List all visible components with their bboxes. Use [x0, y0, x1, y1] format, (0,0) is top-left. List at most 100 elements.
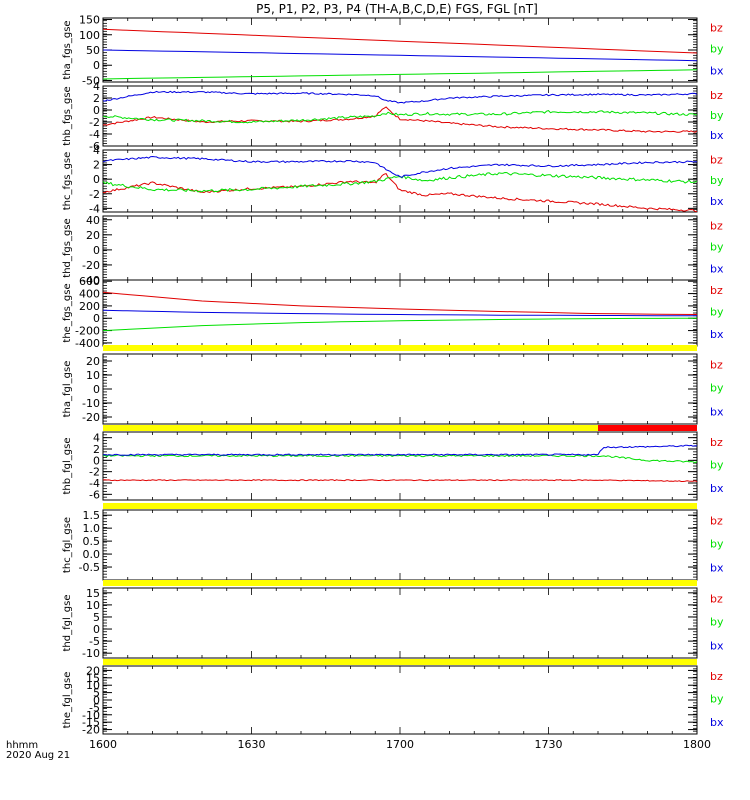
y-tick-label: 20: [86, 664, 100, 677]
y-tick-label: 0: [93, 454, 100, 467]
x-tick-label: 1600: [89, 738, 117, 751]
series-by: [102, 454, 698, 464]
y-tick-label: -6: [89, 140, 100, 153]
status-bar-segment: [103, 345, 697, 351]
legend-bz: bz: [710, 284, 723, 297]
x-tick-label: 1700: [386, 738, 414, 751]
legend-bx: bx: [710, 716, 724, 729]
legend-by: by: [710, 43, 724, 56]
y-axis-label: thb_fgs_gse: [62, 86, 73, 145]
legend-by: by: [710, 241, 724, 254]
x-tick-label: 1730: [535, 738, 563, 751]
y-tick-label: -20: [82, 411, 100, 424]
y-axis-label: thb_fgl_gse: [62, 438, 73, 495]
y-tick-label: -10: [82, 397, 100, 410]
panel-frame: [102, 215, 698, 281]
status-bar-segment: [103, 503, 697, 509]
series-bz: [102, 28, 698, 54]
legend-bz: bz: [710, 593, 723, 606]
series-bx: [102, 309, 698, 317]
x-tick-label: 1630: [238, 738, 266, 751]
y-tick-label: 0.5: [83, 535, 101, 548]
legend-bz: bz: [710, 515, 723, 528]
x-axis-label-hhmm: hhmm: [6, 740, 38, 751]
status-bar-segment: [103, 425, 598, 431]
legend-bx: bx: [710, 195, 724, 208]
y-tick-label: 0: [93, 104, 100, 117]
y-tick-label: -2: [89, 466, 100, 479]
y-tick-label: 15: [86, 672, 100, 685]
y-tick-label: 10: [86, 599, 100, 612]
legend-by: by: [710, 109, 724, 122]
y-tick-label: 40: [86, 214, 100, 227]
panel-thb_fgl_gse: 420-2-4-6 thb_fgl_gse bz by bx: [62, 431, 724, 501]
y-tick-label: 4: [93, 432, 100, 445]
y-axis-label: thd_fgs_gse: [62, 218, 73, 277]
y-tick-label: 10: [86, 369, 100, 382]
status-bars: [103, 345, 697, 665]
y-tick-label: 2: [93, 159, 100, 172]
y-tick-label: 20: [86, 355, 100, 368]
y-tick-label: -50: [82, 74, 100, 87]
y-tick-label: -0.5: [79, 561, 100, 574]
y-tick-label: -5: [89, 701, 100, 714]
legend-bz: bz: [710, 22, 723, 35]
panel-thc_fgs_gse: 4 20 -2-4 thc_fgs_gse bz by bx: [62, 144, 724, 215]
y-tick-label: 0: [93, 244, 100, 257]
y-tick-label: 1.5: [83, 509, 101, 522]
legend-by: by: [710, 459, 724, 472]
panel-frame: [102, 431, 698, 501]
panel-frame: [102, 279, 698, 347]
panel-frame: [102, 587, 698, 659]
y-tick-label: 10: [86, 679, 100, 692]
legend-bx: bx: [710, 328, 724, 341]
legend-bx: bx: [710, 64, 724, 77]
y-axis-label: thd_fgl_gse: [62, 595, 73, 652]
y-tick-label: -2: [89, 116, 100, 129]
y-tick-label: 0: [93, 59, 100, 72]
series-by: [102, 317, 698, 332]
y-tick-label: 50: [86, 44, 100, 57]
y-tick-label: 600: [79, 275, 100, 288]
panel-thb_fgs_gse: 420-2-4-6 thb_fgs_gse bz by bx: [62, 80, 724, 153]
y-axis-label: thc_fgl_gse: [62, 517, 73, 573]
panel-frame: [102, 85, 698, 147]
panel-thd_fgs_gse: 40 20 0 -20 -40 thd_fgs_gse bz by bx: [62, 214, 724, 287]
y-tick-label: 20: [86, 229, 100, 242]
y-tick-label: -4: [89, 477, 100, 490]
y-tick-label: -20: [82, 259, 100, 272]
legend-bx: bx: [710, 482, 724, 495]
y-tick-label: -4: [89, 202, 100, 215]
y-tick-label: -10: [82, 709, 100, 722]
x-axis-label-date: 2020 Aug 21: [6, 750, 70, 761]
y-tick-label: 150: [79, 14, 100, 27]
y-tick-label: 0: [93, 173, 100, 186]
y-tick-label: 0: [93, 312, 100, 325]
legend-bx: bx: [710, 262, 724, 275]
y-tick-label: -40: [82, 274, 100, 287]
y-tick-label: 1.0: [83, 522, 101, 535]
y-tick-label: 4: [93, 80, 100, 93]
y-tick-label: 5: [93, 611, 100, 624]
y-tick-label: -5: [89, 635, 100, 648]
legend-by: by: [710, 538, 724, 551]
series-bx: [102, 90, 698, 104]
series-bz: [102, 291, 698, 315]
y-tick-label: -15: [82, 716, 100, 729]
status-bar-segment: [103, 580, 697, 586]
panel-thc_fgl_gse: 1.51.00.50.0-0.5 thc_fgl_gse bz by bx: [62, 509, 724, 581]
y-tick-label: 0: [93, 383, 100, 396]
series-by: [102, 69, 698, 80]
series-bz: [102, 479, 698, 483]
legend-bz: bz: [710, 670, 723, 683]
plot-title: P5, P1, P2, P3, P4 (TH-A,B,C,D,E) FGS, F…: [256, 2, 538, 16]
legend-by: by: [710, 174, 724, 187]
y-tick-label: 100: [79, 29, 100, 42]
legend-by: by: [710, 382, 724, 395]
status-bar-segment: [598, 425, 697, 431]
